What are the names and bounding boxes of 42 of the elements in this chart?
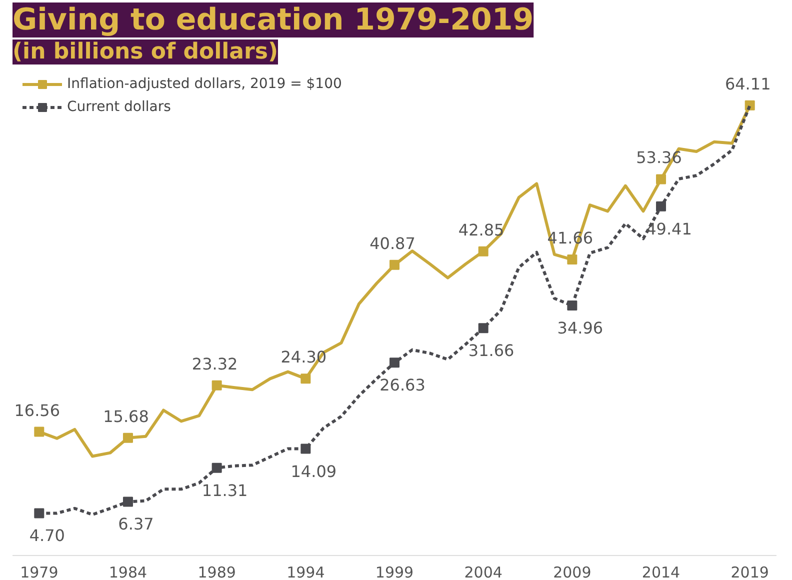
data-label: 4.70 bbox=[29, 526, 65, 546]
point bbox=[212, 380, 222, 390]
point bbox=[34, 426, 44, 437]
point bbox=[656, 201, 666, 212]
point bbox=[300, 374, 311, 384]
x-tick-label: 1999 bbox=[375, 564, 414, 580]
point bbox=[212, 462, 222, 473]
legend-label: Inflation-adjusted dollars, 2019 = $100 bbox=[67, 76, 342, 92]
x-tick-label: 1984 bbox=[108, 564, 148, 580]
data-label: 14.09 bbox=[290, 462, 337, 481]
x-tick-label: 2009 bbox=[553, 564, 592, 580]
point bbox=[656, 174, 666, 184]
data-label: 11.31 bbox=[202, 480, 248, 500]
point bbox=[300, 444, 311, 454]
point bbox=[567, 300, 578, 311]
legend-label: Current dollars bbox=[67, 99, 171, 115]
x-tick-label: 1989 bbox=[198, 564, 236, 580]
x-tick-label: 2014 bbox=[642, 564, 680, 580]
point bbox=[122, 496, 133, 507]
point bbox=[478, 246, 488, 256]
point bbox=[122, 432, 133, 443]
data-label: 31.66 bbox=[468, 341, 514, 360]
point bbox=[390, 260, 400, 270]
point bbox=[34, 508, 44, 518]
x-tick-label: 2019 bbox=[730, 564, 769, 580]
data-label: 6.37 bbox=[118, 514, 154, 534]
data-label: 49.41 bbox=[646, 219, 692, 238]
point bbox=[567, 254, 578, 265]
x-tick-label: 1994 bbox=[286, 564, 325, 580]
data-label: 16.56 bbox=[14, 400, 60, 420]
data-label: 15.68 bbox=[103, 406, 149, 426]
data-label: 40.87 bbox=[370, 234, 416, 253]
data-label: 64.11 bbox=[724, 74, 771, 94]
data-label: 26.63 bbox=[380, 376, 426, 395]
data-label: 34.96 bbox=[557, 318, 604, 338]
point bbox=[390, 358, 400, 368]
point bbox=[478, 323, 488, 334]
chart-title: Giving to education 1979-2019 bbox=[12, 2, 534, 38]
chart-subtitle: (in billions of dollars) bbox=[12, 40, 278, 64]
x-tick-label: 2004 bbox=[464, 564, 502, 580]
x-tick-label: 1979 bbox=[20, 564, 58, 580]
data-label: 23.32 bbox=[192, 354, 238, 374]
